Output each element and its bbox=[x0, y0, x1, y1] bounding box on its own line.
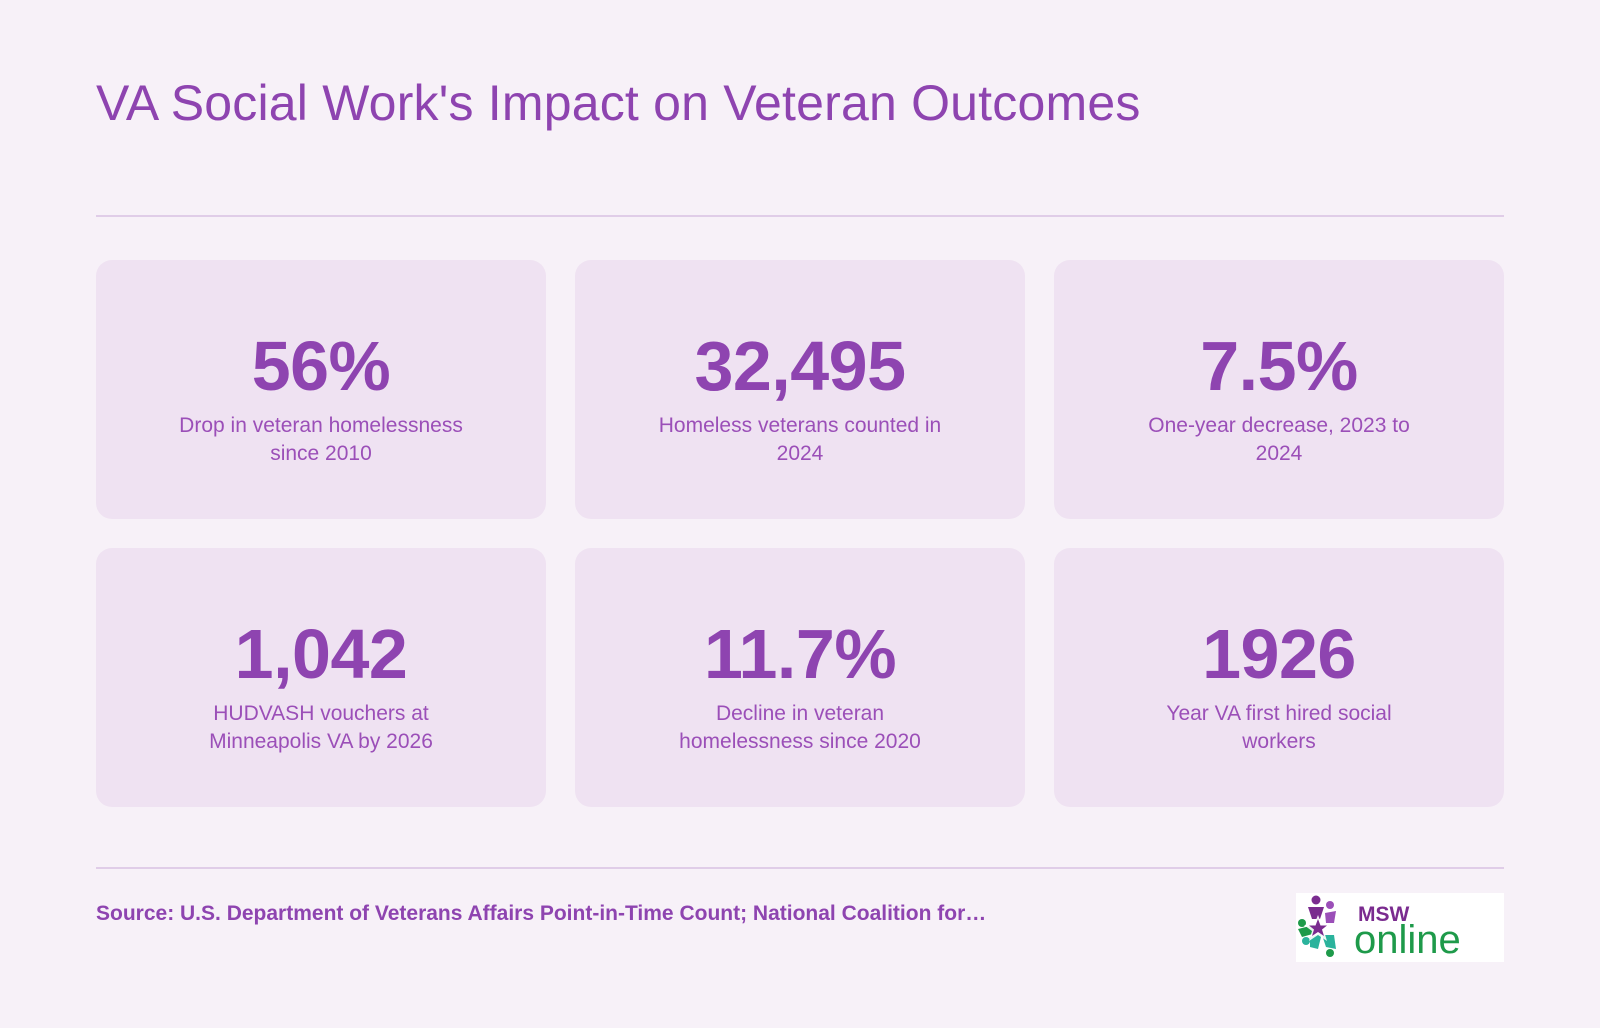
stat-card: 1,042 HUDVASH vouchers at Minneapolis VA… bbox=[96, 548, 546, 807]
stat-card: 1926 Year VA first hired social workers bbox=[1054, 548, 1504, 807]
star-people-icon: MSW online bbox=[1298, 895, 1461, 962]
stat-label: Year VA first hired social workers bbox=[1166, 702, 1392, 753]
stat-card: 7.5% One-year decrease, 2023 to 2024 bbox=[1054, 260, 1504, 519]
logo-text-msw: MSW bbox=[1358, 903, 1410, 926]
stat-value: 1,042 bbox=[234, 615, 408, 693]
logo-text-online: online bbox=[1354, 918, 1461, 962]
stat-value: 32,495 bbox=[694, 327, 906, 405]
top-divider bbox=[96, 215, 1504, 217]
stats-grid: 56% Drop in veteran homelessness since 2… bbox=[96, 260, 1504, 807]
msw-online-logo[interactable]: MSW online bbox=[1296, 893, 1504, 962]
stat-value: 1926 bbox=[1202, 615, 1356, 693]
stat-label: HUDVASH vouchers at Minneapolis VA by 20… bbox=[209, 702, 433, 753]
bottom-divider bbox=[96, 867, 1504, 869]
stat-label: One-year decrease, 2023 to 2024 bbox=[1148, 414, 1410, 465]
stat-card: 56% Drop in veteran homelessness since 2… bbox=[96, 260, 546, 519]
stat-value: 11.7% bbox=[703, 615, 897, 693]
stat-card: 11.7% Decline in veteran homelessness si… bbox=[575, 548, 1025, 807]
stat-value: 56% bbox=[251, 327, 391, 405]
stat-card: 32,495 Homeless veterans counted in 2024 bbox=[575, 260, 1025, 519]
stat-label: Homeless veterans counted in 2024 bbox=[658, 414, 942, 465]
stat-label: Drop in veteran homelessness since 2010 bbox=[179, 414, 463, 465]
stat-value: 7.5% bbox=[1200, 327, 1358, 405]
page-title: VA Social Work's Impact on Veteran Outco… bbox=[96, 75, 1141, 131]
infographic: VA Social Work's Impact on Veteran Outco… bbox=[96, 0, 1504, 1028]
stat-label: Decline in veteran homelessness since 20… bbox=[679, 702, 921, 753]
source-note: Source: U.S. Department of Veterans Affa… bbox=[96, 902, 987, 925]
